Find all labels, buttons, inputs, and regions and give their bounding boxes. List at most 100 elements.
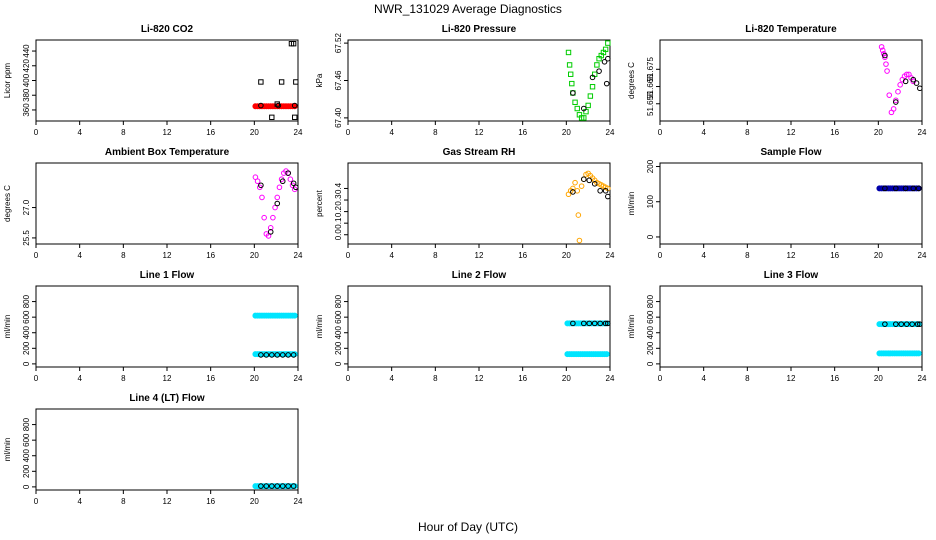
series-averages [258, 170, 299, 235]
data-point [290, 40, 297, 47]
data-point [594, 62, 600, 68]
panel-title: Line 3 Flow [764, 270, 819, 281]
data-point [596, 68, 602, 74]
y-tick-label: 400 [22, 326, 31, 340]
y-tick-label: 800 [22, 417, 31, 431]
data-point [279, 178, 286, 185]
y-tick-label: 200 [22, 464, 31, 478]
x-tick-label: 24 [606, 374, 615, 383]
data-point [903, 321, 910, 327]
data-point [258, 182, 264, 189]
data-point [902, 185, 909, 192]
x-tick-label: 8 [745, 374, 750, 383]
data-point [890, 106, 897, 112]
x-tick-label: 16 [518, 128, 527, 137]
data-point [270, 214, 276, 221]
x-tick-label: 24 [294, 128, 303, 137]
data-point [274, 101, 280, 107]
y-tick-label: 67.40 [334, 107, 343, 128]
x-tick-label: 16 [206, 374, 215, 383]
y-axis-label: ml/min [3, 315, 12, 339]
data-point [586, 177, 593, 184]
y-tick-label: 440 [22, 44, 31, 58]
y-tick-label: 360 [22, 103, 31, 117]
x-tick-label: 16 [206, 128, 215, 137]
x-tick-label: 12 [163, 497, 172, 506]
data-point [263, 483, 270, 489]
x-tick-label: 20 [250, 251, 259, 260]
data-point [913, 80, 920, 86]
data-point [572, 99, 578, 106]
y-tick-label: 200 [646, 341, 655, 355]
x-tick-label: 16 [518, 374, 527, 383]
x-tick-label: 24 [294, 374, 303, 383]
x-tick-label: 4 [77, 251, 82, 260]
series-averages [882, 185, 922, 192]
data-point [879, 47, 886, 54]
data-point [603, 80, 610, 87]
data-point [254, 178, 261, 185]
data-point [882, 321, 888, 327]
y-tick-label: 0.4 [334, 182, 343, 194]
x-tick-label: 8 [121, 251, 126, 260]
data-point [274, 194, 281, 201]
data-point [591, 320, 598, 327]
data-point [274, 483, 281, 489]
data-point [259, 194, 265, 201]
x-tick-label: 4 [389, 374, 394, 383]
y-axis-label: percent [315, 189, 324, 216]
data-point [576, 237, 583, 244]
x-tick-label: 16 [518, 251, 527, 260]
x-tick-label: 8 [433, 374, 438, 383]
y-tick-label: 600 [22, 433, 31, 447]
series-averages [882, 52, 923, 105]
x-tick-label: 12 [163, 128, 172, 137]
y-tick-label: 0 [22, 361, 31, 366]
data-point [602, 320, 609, 327]
x-tick-label: 0 [658, 128, 663, 137]
data-point [909, 321, 915, 327]
data-point [565, 49, 572, 56]
data-point [898, 321, 905, 327]
y-tick-label: 600 [646, 310, 655, 324]
y-tick-label: 600 [22, 310, 31, 324]
x-tick-label: 16 [830, 374, 839, 383]
series-reference [258, 40, 299, 121]
x-tick-label: 20 [874, 374, 883, 383]
x-tick-label: 4 [77, 374, 82, 383]
y-tick-label: 0.1 [334, 217, 343, 229]
y-axis-label: ml/min [627, 315, 636, 339]
data-point [269, 114, 275, 121]
data-point [882, 185, 888, 192]
data-point [581, 115, 587, 121]
x-tick-label: 0 [34, 128, 39, 137]
series-averages [570, 55, 611, 112]
x-tick-label: 4 [701, 374, 706, 383]
data-point [585, 102, 591, 109]
y-tick-label: 800 [22, 294, 31, 308]
series-averages [882, 321, 923, 327]
data-point [605, 40, 611, 46]
x-tick-label: 24 [294, 497, 303, 506]
data-point [605, 55, 611, 62]
data-point [917, 321, 923, 327]
panel-li-820-pressure: Li-820 Pressure 0 4 8 12 16 20 24 67.40 67.46 67.5… [315, 24, 615, 137]
series-averages [258, 483, 297, 489]
y-tick-label: 100 [646, 195, 655, 209]
y-axis-label: degrees C [3, 185, 12, 222]
x-tick-label: 20 [874, 251, 883, 260]
data-point [884, 68, 890, 74]
data-point [568, 71, 574, 77]
x-tick-label: 0 [346, 251, 351, 260]
series-samples [876, 185, 922, 192]
x-tick-label: 16 [206, 497, 215, 506]
data-point [581, 176, 587, 182]
y-axis-label: Licor ppm [3, 63, 12, 98]
data-point [570, 189, 576, 195]
data-point [290, 352, 297, 358]
panel-title: Line 2 Flow [452, 270, 507, 281]
x-tick-label: 8 [433, 128, 438, 137]
data-point [269, 483, 275, 489]
y-tick-label: 51.675 [646, 57, 655, 82]
